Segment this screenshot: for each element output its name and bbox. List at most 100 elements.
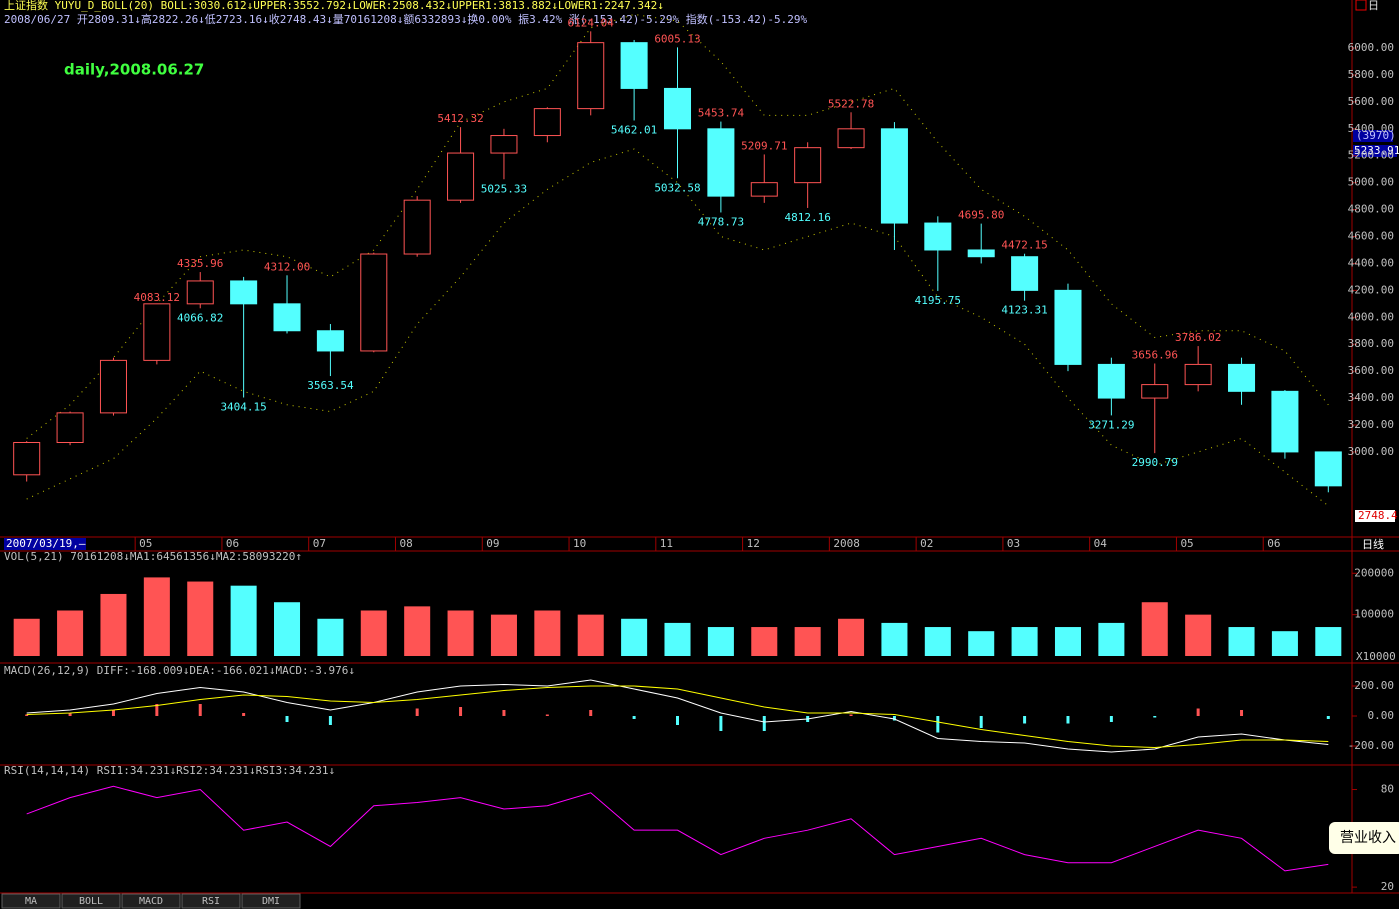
tab[interactable] [121,893,181,909]
y-tick-label: 4200.00 [1348,283,1394,296]
low-label: 5462.01 [611,123,657,136]
y-tick-label: 4800.00 [1348,203,1394,216]
y-tick-label: -200.00 [1348,739,1394,752]
candle-body [1097,363,1125,399]
volume-bar [621,618,648,656]
cursor-price-box [1353,145,1397,157]
cursor-date: 2007/03/19,— [6,537,86,550]
panel-title: MACD(26,12,9) DIFF:-168.009↓DEA:-166.021… [4,664,355,677]
candle-body [620,42,648,89]
volume-bar [664,622,691,656]
count-label: (3970) [1356,129,1396,142]
high-label: 4695.80 [958,209,1004,222]
macd-line [26,685,1329,749]
tab-label: DMI [262,896,280,907]
tab[interactable] [61,893,121,909]
y-tick-label: 5400.00 [1348,122,1394,135]
y-tick-label: 200.00 [1354,679,1394,692]
window-icon[interactable] [1355,0,1367,11]
y-tick-label: 5000.00 [1348,176,1394,189]
volume-bar [57,610,84,656]
high-label: 6005.13 [654,32,700,45]
count-box [1353,130,1393,142]
panel-title: RSI(14,14,14) RSI1:34.231↓RSI2:34.231↓RS… [4,764,335,777]
x-tick-label: 03 [1007,537,1020,550]
high-label: 4083.12 [134,291,180,304]
volume-bar [751,627,778,656]
y-tick-label: 3400.00 [1348,391,1394,404]
volume-bar [13,618,40,656]
tab[interactable] [181,893,241,909]
candle-body [56,412,84,443]
y-tick-label: 20 [1381,880,1394,893]
y-tick-label: 0.00 [1368,709,1395,722]
y-tick-label: 5800.00 [1348,68,1394,81]
candle-body [143,303,171,361]
y-tick-label: 200000 [1354,566,1394,579]
volume-bar [490,614,517,656]
low-label: 4066.82 [177,311,223,324]
y-tick-label: 4000.00 [1348,310,1394,323]
candle-body [1184,363,1212,386]
low-label: 5032.58 [654,181,700,194]
tab[interactable] [241,893,301,909]
cursor-price: 5233.91 [1354,144,1399,157]
candle-body [1054,289,1082,365]
candle-body [924,222,952,251]
high-label: 5412.32 [437,112,483,125]
panel-title: VOL(5,21) 70161208↓MA1:64561356↓MA2:5809… [4,550,302,563]
x-tick-label: 05 [139,537,152,550]
volume-bar [968,631,995,656]
y-tick-label: 5600.00 [1348,95,1394,108]
candle-body [273,303,301,332]
volume-bar [577,614,604,656]
volume-bar [404,606,431,656]
x-tick-label: 02 [920,537,933,550]
y-tick-label: 3000.00 [1348,445,1394,458]
candle-body [13,441,41,476]
tooltip: 营业收入 [1340,830,1396,846]
candle-body [1228,363,1256,392]
volume-bar [1315,627,1342,656]
cursor-date-box [4,538,86,550]
tab-label: MACD [139,896,163,907]
high-label: 3656.96 [1132,348,1178,361]
x-tick-label: 04 [1094,537,1108,550]
candle-body [1141,384,1169,399]
y-tick-label: 5200.00 [1348,149,1394,162]
x-tick-label: 08 [399,537,412,550]
y-tick-label: 3800.00 [1348,337,1394,350]
volume-bar [1185,614,1212,656]
candle-body [577,42,605,110]
tab[interactable] [1,893,61,909]
low-label: 3271.29 [1088,418,1134,431]
volume-bar [924,627,951,656]
candle-body [99,359,127,414]
y-tick-label: 4600.00 [1348,230,1394,243]
candle-body [880,128,908,224]
candle-body [1011,256,1039,291]
candle-body [707,128,735,197]
overlay-label: daily,2008.06.27 [64,61,204,79]
x-tick-label: 06 [226,537,239,550]
low-label: 4812.16 [784,211,830,224]
volume-bar [143,577,170,656]
volume-bar [1271,631,1298,656]
high-label: 5522.78 [828,97,874,110]
y-tick-label: 4400.00 [1348,256,1394,269]
candle-body [1314,451,1342,487]
volume-bar [317,618,344,656]
candle-body [316,330,344,352]
high-label: 6124.04 [568,16,615,29]
candle-body [663,87,692,130]
last-price: 2748.4 [1358,509,1398,522]
high-label: 4472.15 [1001,239,1047,252]
y-tick-label: 3600.00 [1348,364,1394,377]
candle-body [794,147,822,184]
x-tick-label: 11 [660,537,673,550]
volume-bar [1228,627,1255,656]
candle-body [533,108,561,137]
volume-bar [1098,622,1125,656]
y-tick-label: 100000 [1354,608,1394,621]
high-label: 4312.00 [264,260,310,273]
